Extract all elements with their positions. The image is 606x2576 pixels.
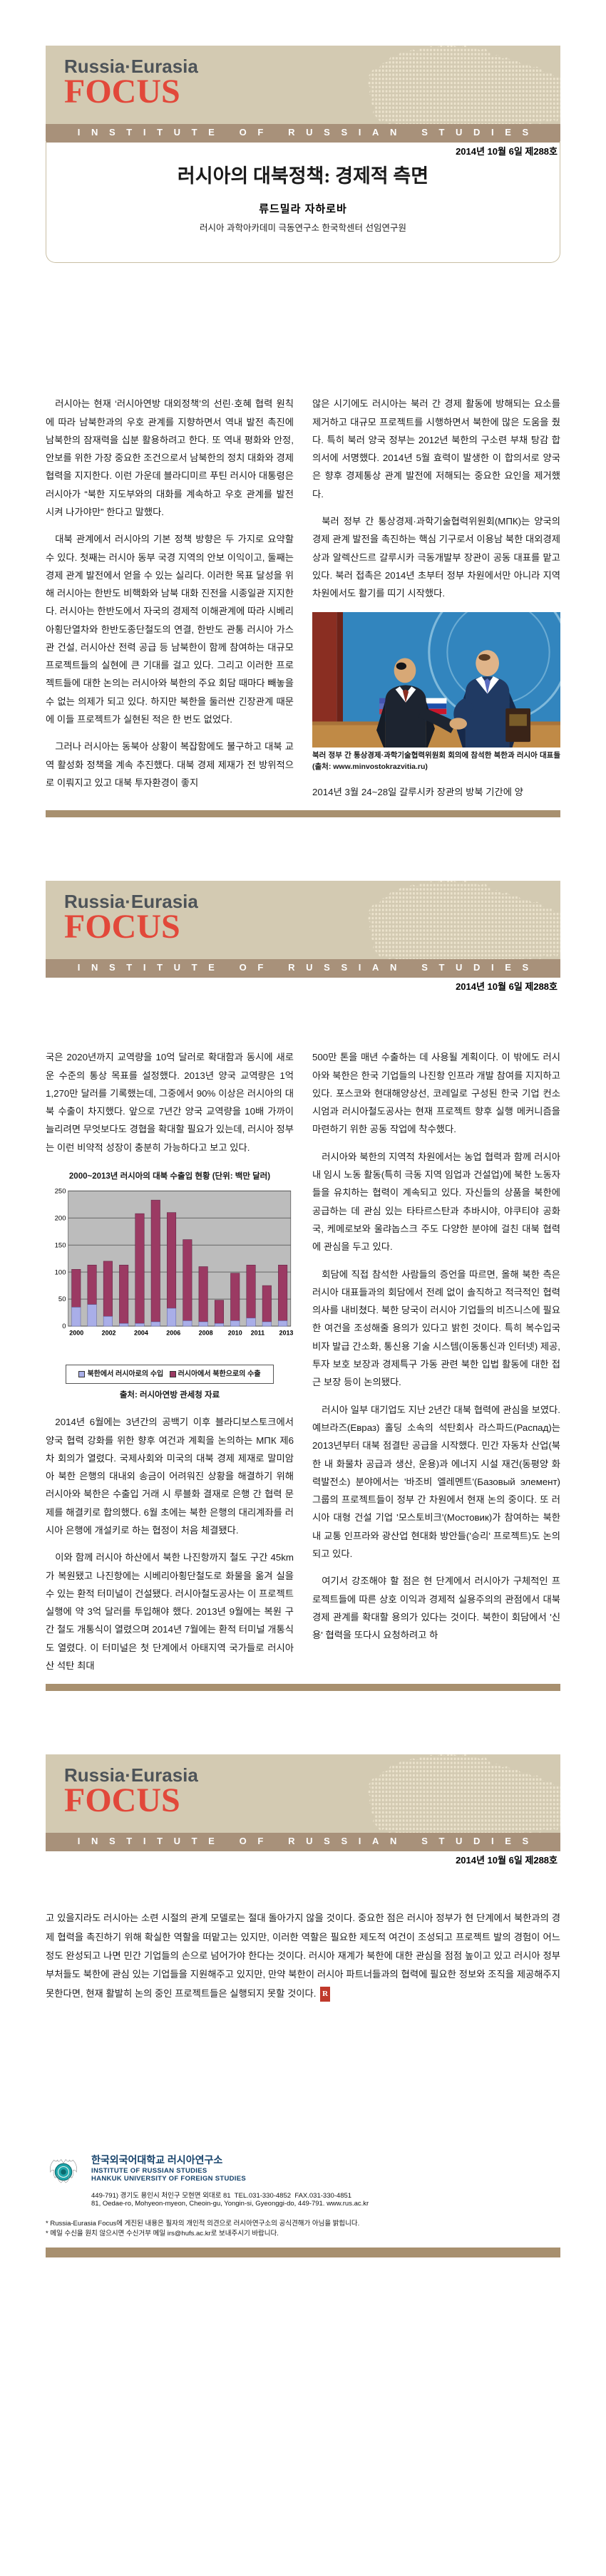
svg-text:2002: 2002 [102, 1329, 116, 1336]
svg-text:2013: 2013 [279, 1329, 293, 1336]
svg-text:2010: 2010 [228, 1329, 242, 1336]
svg-text:2006: 2006 [166, 1329, 180, 1336]
svg-text:150: 150 [55, 1241, 66, 1249]
svg-text:2011: 2011 [251, 1329, 265, 1336]
svg-text:2000: 2000 [69, 1329, 83, 1336]
svg-text:250: 250 [55, 1188, 66, 1195]
svg-text:100: 100 [55, 1268, 66, 1276]
svg-text:2008: 2008 [199, 1329, 213, 1336]
svg-text:2004: 2004 [134, 1329, 148, 1336]
svg-text:50: 50 [58, 1295, 66, 1303]
svg-text:0: 0 [62, 1323, 66, 1330]
svg-text:200: 200 [55, 1214, 66, 1222]
